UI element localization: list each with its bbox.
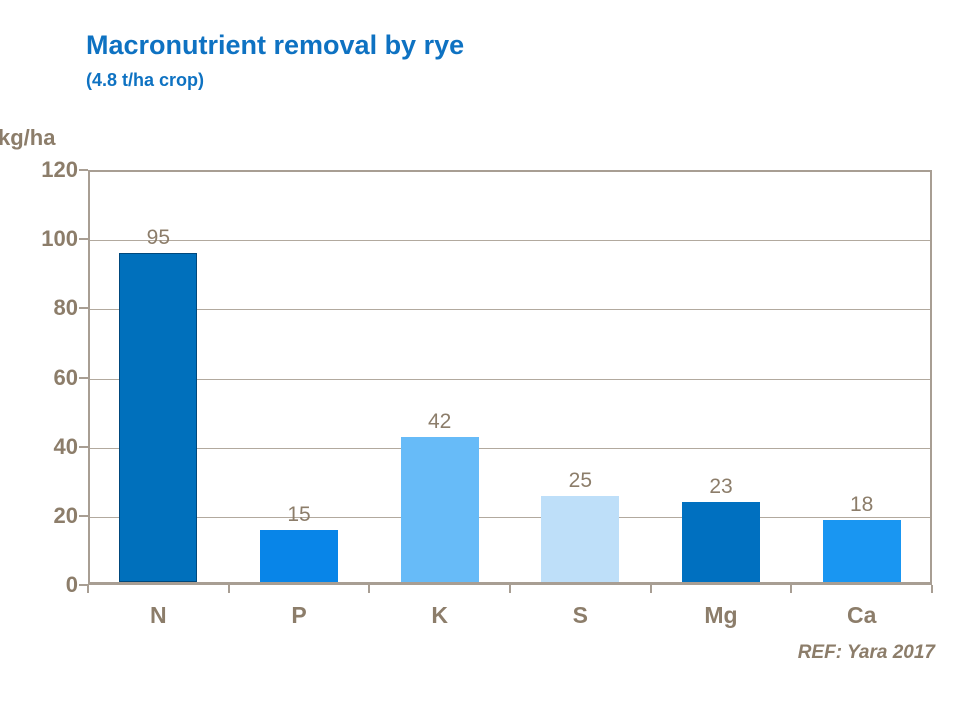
x-axis-tick-mark-3	[509, 585, 511, 593]
category-label-S: S	[572, 602, 588, 628]
y-axis-tick-label-60: 60	[53, 364, 78, 390]
bar-K	[400, 436, 479, 582]
y-axis-tick-label-20: 20	[53, 502, 78, 528]
y-axis-tick-mark-100	[79, 238, 88, 241]
y-axis-tick-label-120: 120	[41, 157, 78, 182]
bar-value-label-Ca: 18	[849, 492, 874, 516]
bar-chart-plot-area	[88, 170, 932, 585]
category-label-Ca: Ca	[846, 602, 877, 628]
bar-Mg	[682, 502, 760, 582]
y-axis-tick-label-40: 40	[53, 433, 78, 459]
x-axis-tick-mark-0	[87, 585, 89, 593]
category-label-P: P	[291, 602, 307, 628]
y-axis-tick-mark-20	[79, 514, 88, 517]
y-axis-tick-mark-60	[79, 376, 88, 379]
x-axis-tick-mark-5	[790, 585, 793, 593]
y-axis-tick-label-0: 0	[65, 572, 78, 597]
category-label-N: N	[150, 602, 167, 628]
gridline-60	[90, 378, 930, 380]
x-axis-tick-mark-6	[931, 585, 933, 593]
gridline-100	[90, 240, 930, 242]
category-label-Mg: Mg	[704, 602, 738, 628]
category-label-K: K	[431, 602, 448, 628]
bar-N	[119, 253, 198, 582]
reference-note: REF: Yara 2017	[797, 642, 935, 663]
y-axis-tick-mark-40	[79, 445, 88, 448]
bar-value-label-N: 95	[146, 226, 170, 250]
gridline-80	[90, 309, 930, 311]
bar-value-label-K: 42	[427, 409, 452, 433]
y-axis-tick-mark-0	[79, 584, 88, 586]
y-axis-tick-mark-80	[79, 307, 88, 310]
bar-value-label-P: 15	[287, 503, 311, 527]
y-axis-tick-mark-120	[79, 169, 88, 171]
y-axis-tick-label-100: 100	[41, 226, 78, 252]
bar-value-label-Mg: 23	[709, 475, 733, 499]
x-axis-tick-mark-1	[227, 585, 230, 593]
x-axis-tick-mark-4	[649, 585, 652, 593]
bar-Ca	[822, 519, 901, 582]
gridline-20	[90, 516, 930, 518]
gridline-40	[90, 447, 930, 449]
chart-subtitle: (4.8 t/ha crop)	[86, 70, 205, 90]
y-axis-tick-label-80: 80	[53, 295, 78, 321]
bar-P	[260, 530, 338, 582]
chart-title: Macronutrient removal by rye	[86, 30, 465, 60]
bar-S	[541, 495, 620, 582]
x-axis-tick-mark-2	[368, 585, 371, 593]
bar-value-label-S: 25	[568, 468, 592, 492]
y-axis-unit-label: kg/ha	[0, 125, 56, 150]
